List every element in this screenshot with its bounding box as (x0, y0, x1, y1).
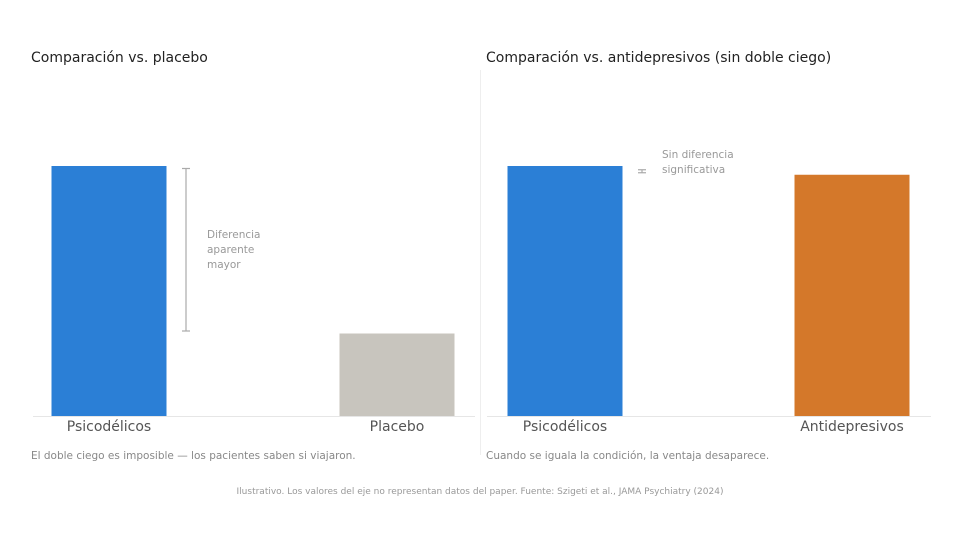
source-footnote: Ilustrativo. Los valores del eje no repr… (236, 487, 724, 497)
panel-divider (480, 70, 481, 455)
x-tick-label: Antidepresivos (800, 419, 904, 435)
bar-placebo (339, 333, 455, 416)
x-tick-label: Placebo (370, 419, 425, 435)
annotation-label: significativa (662, 164, 725, 176)
chart-panel-antidepressants: Comparación vs. antidepresivos (sin dobl… (480, 0, 960, 520)
x-tick-label: Psicodélicos (67, 419, 151, 435)
chart-title: Comparación vs. placebo (31, 50, 208, 66)
annotation-label: mayor (207, 259, 241, 271)
annotation-label: Diferencia (207, 229, 260, 241)
chart-caption: El doble ciego es imposible — los pacien… (31, 450, 356, 462)
bar-psicodélicos (507, 166, 623, 416)
chart-antidepressants: Psicodélicos Antidepresivos Sin diferencia… (487, 149, 931, 435)
chart-panel-placebo: Comparación vs. placebo Psicodélicos Plac… (0, 0, 480, 520)
bar-psicodélicos (51, 166, 167, 416)
chart-title: Comparación vs. antidepresivos (sin dobl… (486, 50, 832, 66)
annotation-label: aparente (207, 244, 254, 256)
x-tick-label: Psicodélicos (523, 419, 607, 435)
chart-caption: Cuando se iguala la condición, la ventaj… (486, 450, 770, 462)
bar-antidepresivos (794, 174, 910, 416)
annotation-label: Sin diferencia (662, 149, 734, 161)
chart-placebo: Psicodélicos Placebo Diferencia aparente may… (33, 166, 475, 435)
